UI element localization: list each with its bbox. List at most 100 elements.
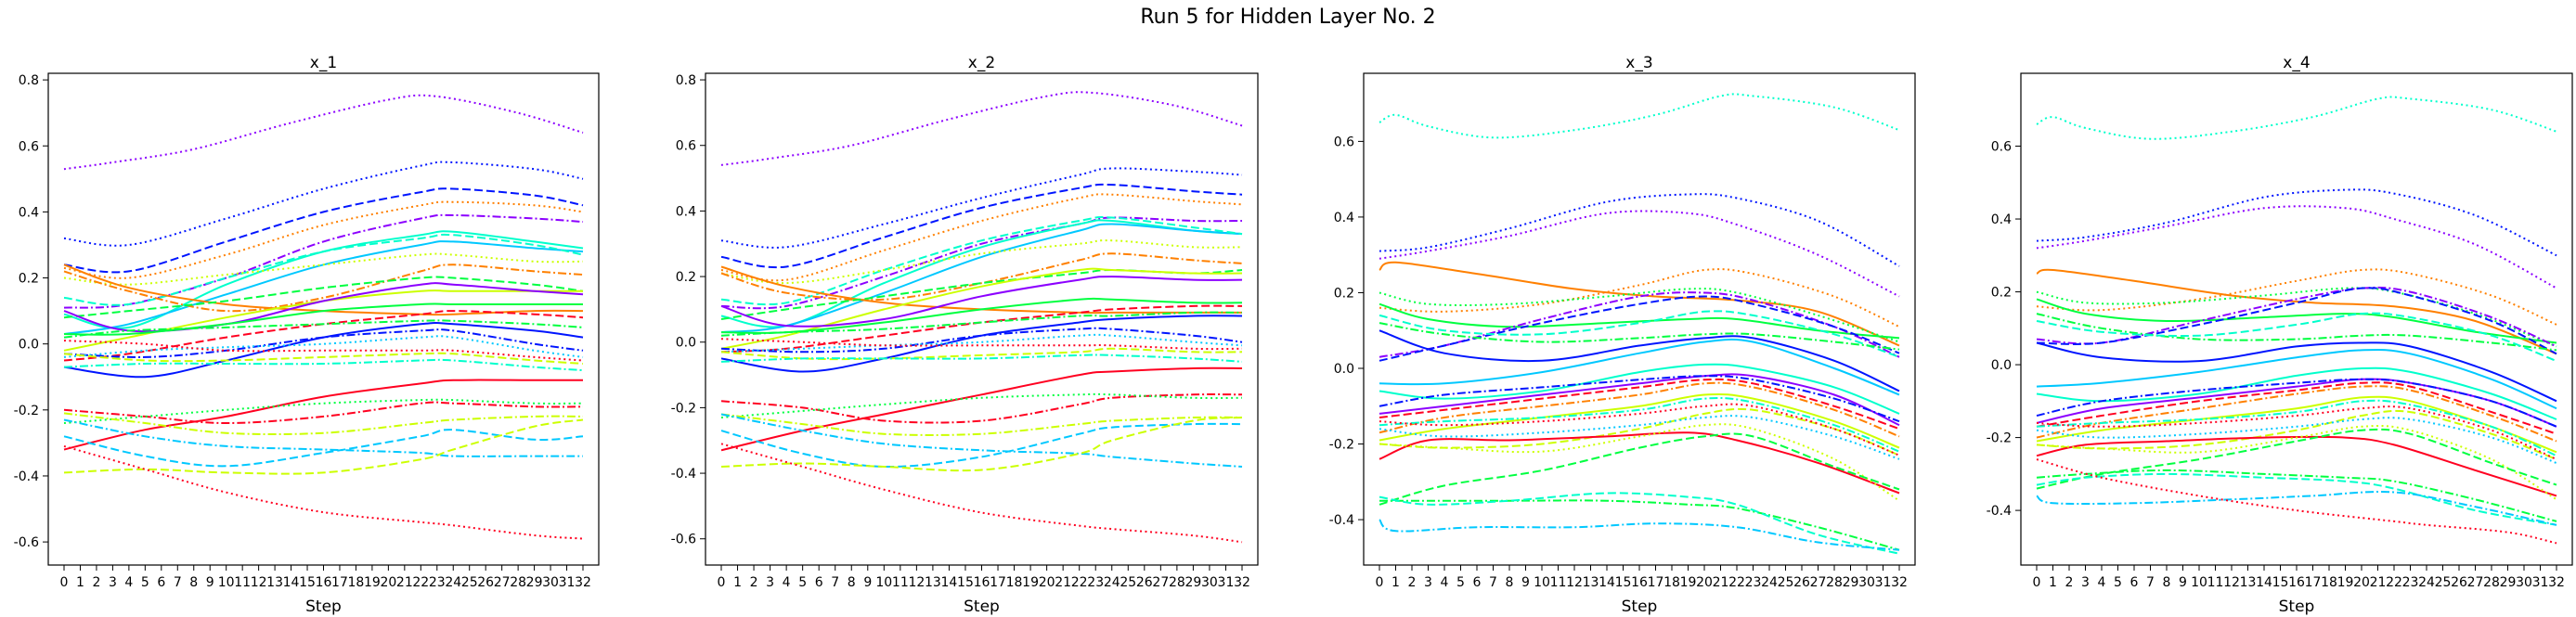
y-tick-label: -0.4: [1987, 504, 2012, 519]
series-line-22: [2036, 405, 2557, 461]
x-tick-label: 12: [251, 575, 267, 590]
x-tick-label: 19: [1680, 575, 1697, 590]
series-line-18: [720, 315, 1243, 373]
x-tick-label: 13: [1583, 575, 1599, 590]
series-line-12: [2036, 341, 2557, 403]
series-line-29: [1379, 519, 1900, 551]
series-line-23: [1379, 415, 1900, 460]
x-tick-label: 12: [2223, 575, 2240, 590]
x-tick-label: 26: [477, 575, 494, 590]
series-line-18: [63, 321, 584, 379]
x-tick-label: 20: [380, 575, 396, 590]
series-line-4: [63, 213, 584, 309]
x-tick-label: 25: [1120, 575, 1136, 590]
x-tick-label: 30: [2516, 575, 2532, 590]
series-line-1: [2036, 96, 2557, 140]
x-tick-label: 1: [1392, 575, 1400, 590]
series-line-21: [1379, 397, 1900, 453]
series-line-11: [2036, 312, 2557, 363]
x-tick-label: 26: [2451, 575, 2467, 590]
y-tick-label: 0.8: [676, 73, 696, 88]
x-tick-label: 27: [494, 575, 511, 590]
x-tick-label: 4: [1441, 575, 1449, 590]
x-tick-label: 27: [1810, 575, 1827, 590]
series-line-1: [720, 91, 1243, 166]
x-tick-label: 3: [109, 575, 117, 590]
x-tick-label: 7: [2146, 575, 2155, 590]
x-tick-label: 26: [1136, 575, 1153, 590]
y-tick-label: 0.4: [1334, 211, 1354, 225]
x-tick-label: 21: [1055, 575, 1071, 590]
x-tick-label: 16: [1631, 575, 1648, 590]
series-line-12: [63, 276, 584, 319]
x-tick-label: 20: [1696, 575, 1713, 590]
series-line-13: [63, 289, 583, 352]
series-line-19: [1379, 392, 1900, 449]
series-line-26: [720, 392, 1243, 418]
series-line-28: [2036, 472, 2557, 526]
series-line-13: [2036, 348, 2557, 410]
y-tick-label: 0.6: [1334, 135, 1354, 149]
y-tick-label: 0.4: [676, 204, 696, 219]
x-tick-label: 10: [2191, 575, 2207, 590]
series-line-7: [2036, 298, 2557, 344]
series-line-17: [2036, 381, 2557, 435]
y-tick-label: 0.2: [1334, 286, 1354, 301]
series-line-8: [720, 215, 1243, 306]
x-tick-label: 24: [2418, 575, 2435, 590]
axes-frame: [2020, 72, 2573, 566]
x-tick-label: 10: [875, 575, 892, 590]
x-tick-label: 29: [526, 575, 543, 590]
y-tick-label: -0.2: [1329, 438, 1354, 453]
series-line-14: [1379, 363, 1900, 415]
series-line-2: [1379, 193, 1900, 267]
series-line-9: [1379, 295, 1900, 362]
y-tick-label: 0.4: [19, 205, 39, 220]
chart-panel-1: -0.6-0.4-0.20.00.20.40.60.80 1 2 3 4 5 6 7 8 9 10 1…: [14, 54, 600, 616]
x-tick-label: 21: [396, 575, 413, 590]
series-line-5: [1379, 268, 1900, 328]
series-line-18: [1379, 381, 1900, 438]
series-line-25: [63, 379, 583, 451]
y-tick-label: 0.0: [1991, 358, 2012, 373]
x-tick-label: 22: [2386, 575, 2402, 590]
series-line-10: [1379, 310, 1900, 358]
series-line-17: [720, 311, 1243, 337]
x-tick-label: 27: [1152, 575, 1169, 590]
series-line-16: [2036, 378, 2557, 428]
x-tick-label: 13: [925, 575, 941, 590]
y-tick-label: 0.0: [676, 336, 696, 351]
x-tick-label: 22: [1071, 575, 1088, 590]
y-tick-label: -0.2: [1987, 431, 2012, 446]
series-line-20: [2036, 399, 2557, 457]
chart-panel-4: -0.4-0.20.00.20.40.60 1 2 3 4 5 6 7 8 9 10 11 12 13 14…: [1987, 54, 2573, 616]
x-tick-label: 16: [316, 575, 332, 590]
x-axis-label: Step: [2279, 598, 2315, 616]
series-line-26: [2036, 428, 2557, 490]
y-tick-label: 0.2: [676, 270, 696, 285]
x-tick-label: 17: [1648, 575, 1664, 590]
series-line-7: [63, 240, 584, 335]
x-tick-label: 23: [429, 575, 446, 590]
x-tick-label: 0: [2033, 575, 2041, 590]
series-line-3: [1379, 210, 1900, 298]
series-line-2: [63, 161, 584, 247]
series-line-27: [2036, 469, 2557, 522]
x-tick-label: 19: [364, 575, 381, 590]
y-tick-label: -0.6: [671, 533, 696, 547]
x-tick-label: 3: [2081, 575, 2090, 590]
panel-title: x_4: [2283, 54, 2310, 72]
x-tick-label: 0: [60, 575, 69, 590]
x-tick-label: 7: [174, 575, 182, 590]
series-line-26: [1379, 432, 1900, 506]
series-line-19: [63, 328, 584, 358]
x-tick-label: 9: [1521, 575, 1530, 590]
series-line-1: [1379, 93, 1900, 139]
series-line-24: [63, 401, 584, 425]
x-tick-label: 17: [990, 575, 1006, 590]
x-tick-label: 19: [1022, 575, 1039, 590]
x-tick-label: 4: [2098, 575, 2106, 590]
x-tick-label: 13: [2240, 575, 2257, 590]
series-line-17: [1379, 378, 1900, 431]
x-tick-label: 15: [957, 575, 974, 590]
